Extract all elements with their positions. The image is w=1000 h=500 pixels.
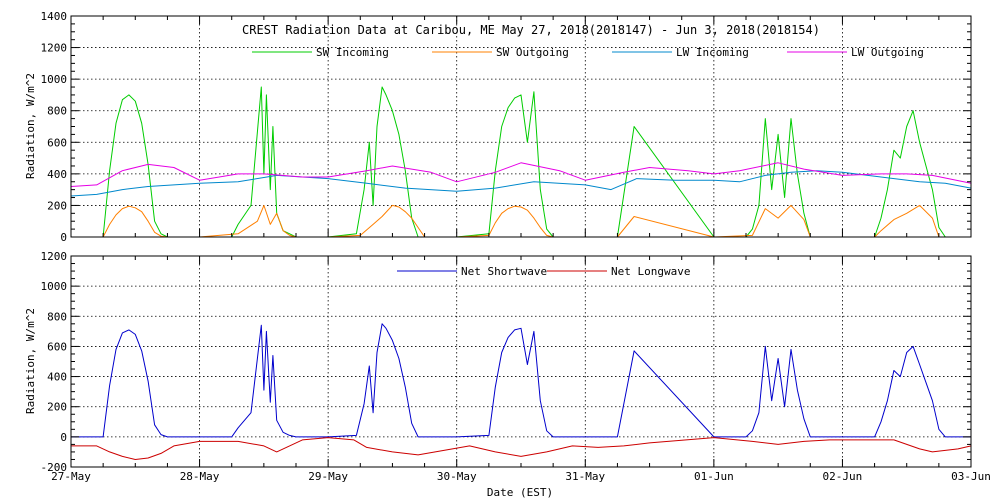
series-line-net-shortwave [71,323,971,438]
series-line-lw-outgoing [70,162,972,187]
x-tick-label: 27-May [51,470,91,483]
y-tick-label: 1400 [41,10,68,23]
y-tick-label: 0 [60,231,67,244]
series-line-sw-incoming [71,86,971,238]
legend-label: LW Outgoing [851,46,924,59]
x-tick-label: 29-May [308,470,348,483]
x-tick-label: 03-Jun [951,470,991,483]
y-tick-label: 0 [60,431,67,444]
y-tick-label: 1000 [41,73,68,86]
chart-title: CREST Radiation Data at Caribou, ME May … [242,23,820,37]
y-tick-label: 400 [47,371,67,384]
x-tick-label: 02-Jun [823,470,863,483]
series-line-lw-incoming [70,170,972,197]
x-tick-label: 30-May [437,470,477,483]
y-tick-label: 800 [47,105,67,118]
y-tick-label: 400 [47,168,67,181]
panel-2: -200 0 200 400 600 800 1000 1200 27-May 28-May 29-… [24,250,991,483]
legend-label: LW Incoming [676,46,749,59]
y-tick-label: 800 [47,310,67,323]
legend-label: SW Outgoing [496,46,569,59]
legend-label: Net Longwave [611,265,690,278]
legend-label: Net Shortwave [461,265,547,278]
series-line-sw-outgoing [71,204,971,238]
y-tick-label: -200 [41,461,68,474]
y-tick-label: 1200 [41,42,68,55]
x-tick-label: 28-May [180,470,220,483]
y-tick-label: 600 [47,136,67,149]
y-tick-label: 200 [47,199,67,212]
y-axis-label: Radiation, W/m^2 [24,308,37,414]
series-line-net-longwave [71,437,972,460]
x-axis-label: Date (EST) [487,486,553,499]
y-tick-label: 600 [47,340,67,353]
y-axis-label: Radiation, W/m^2 [24,73,37,179]
legend-label: SW Incoming [316,46,389,59]
y-tick-label: 1200 [41,250,68,263]
x-tick-label: 01-Jun [694,470,734,483]
plot-frame [70,255,972,468]
y-tick-label: 1000 [41,280,68,293]
panel-1: 0 200 400 600 800 1000 1200 1400 Radiation, W/m^… [24,10,972,244]
y-tick-label: 200 [47,401,67,414]
x-tick-label: 31-May [565,470,605,483]
